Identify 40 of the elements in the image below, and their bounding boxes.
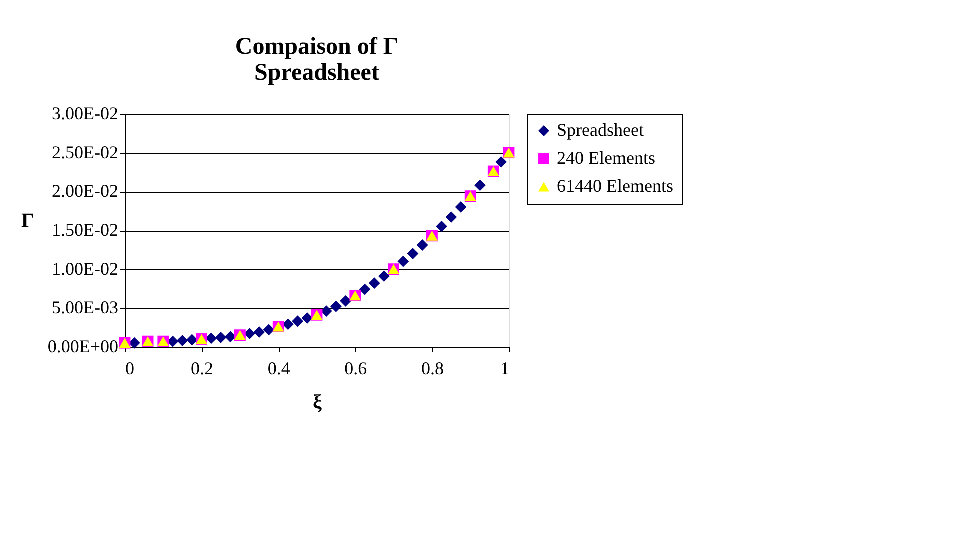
y-tick-label: 5.00E-03 xyxy=(52,298,118,318)
y-tick-label: 0.00E+00 xyxy=(48,336,118,356)
point xyxy=(292,316,304,328)
point xyxy=(330,300,342,312)
point xyxy=(176,335,188,346)
text: Compaison of Γ xyxy=(235,34,399,60)
point xyxy=(378,270,390,282)
point xyxy=(416,240,428,251)
point xyxy=(474,180,486,192)
point xyxy=(340,295,352,307)
point xyxy=(186,334,198,346)
point xyxy=(407,248,419,260)
x-axis-title: ξ xyxy=(313,392,322,414)
x-tick-label: 0.4 xyxy=(268,358,290,378)
legend-label: 240 Elements xyxy=(557,148,656,168)
x-tick-label: 0.8 xyxy=(421,358,444,378)
point xyxy=(496,156,508,168)
y-tick-label: 1.00E-02 xyxy=(52,258,118,279)
text: Spreadsheet xyxy=(254,60,380,86)
point xyxy=(282,318,294,330)
point xyxy=(436,220,448,232)
x-tick-label: 0.6 xyxy=(344,358,368,378)
x-tick-label: 0.2 xyxy=(191,358,214,378)
x-tick-label: 0 xyxy=(126,358,134,378)
point xyxy=(368,278,380,290)
legend-label: Spreadsheet xyxy=(557,120,644,140)
point xyxy=(446,212,458,223)
point xyxy=(398,256,410,268)
y-tick-label: 2.00E-02 xyxy=(52,181,118,202)
y-tick-label: 2.50E-02 xyxy=(52,142,118,162)
x-tick-label: 1 xyxy=(500,358,510,378)
y-tick-label: 3.00E-02 xyxy=(52,104,118,124)
point xyxy=(215,332,227,344)
y-axis-title: Γ xyxy=(21,210,34,232)
point xyxy=(254,326,266,338)
y-tick-label: 1.50E-02 xyxy=(52,220,118,240)
point xyxy=(455,202,467,213)
point xyxy=(359,284,371,296)
legend-label: 61440 Elements xyxy=(557,176,674,196)
point xyxy=(244,328,256,340)
